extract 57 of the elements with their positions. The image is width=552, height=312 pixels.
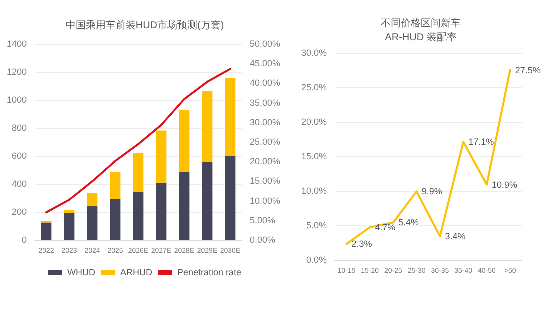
y-tick-label: 0 bbox=[22, 235, 27, 245]
bar bbox=[179, 110, 190, 172]
bar bbox=[202, 91, 213, 162]
y2-tick-label: 25.00% bbox=[250, 137, 281, 147]
y2-tick-label: 50.00% bbox=[250, 39, 281, 49]
legend-label: Penetration rate bbox=[177, 268, 242, 278]
y2-tick-label: 45.00% bbox=[250, 58, 281, 69]
bar bbox=[225, 156, 236, 240]
bar bbox=[202, 162, 213, 240]
y-tick-label: 0.0% bbox=[306, 255, 327, 265]
y-tick-label: 600 bbox=[12, 151, 27, 161]
data-label: 27.5% bbox=[515, 65, 541, 76]
y2-tick-label: 0.00% bbox=[250, 235, 276, 245]
bar bbox=[156, 182, 167, 240]
y-tick-label: 200 bbox=[12, 207, 27, 217]
bar bbox=[225, 78, 236, 156]
y-tick-label: 15.0% bbox=[301, 152, 327, 162]
y-tick-label: 20.0% bbox=[301, 117, 327, 127]
bar bbox=[179, 172, 190, 240]
y-tick-label: 1000 bbox=[6, 95, 27, 105]
y-tick-label: 400 bbox=[12, 179, 27, 189]
data-label: 10.9% bbox=[492, 180, 518, 190]
bar bbox=[110, 172, 121, 200]
y2-tick-label: 20.00% bbox=[250, 156, 281, 167]
data-label: 5.4% bbox=[398, 218, 419, 228]
data-label: 17.1% bbox=[468, 137, 494, 148]
y-tick-label: 30.0% bbox=[301, 48, 327, 58]
bar bbox=[133, 192, 144, 240]
y-tick-label: 1200 bbox=[6, 67, 27, 77]
y2-tick-label: 15.00% bbox=[250, 176, 281, 186]
chart-title: 中国乘用车前装HUD市场预测(万套) bbox=[66, 20, 224, 32]
y2-tick-label: 5.00% bbox=[250, 215, 276, 226]
data-label: 9.9% bbox=[422, 186, 442, 197]
bar bbox=[156, 130, 167, 183]
bar bbox=[64, 210, 75, 214]
legend-label: ARHUD bbox=[120, 268, 153, 278]
y-tick-label: 25.0% bbox=[301, 82, 327, 92]
data-label: 3.4% bbox=[445, 232, 466, 242]
bar bbox=[87, 206, 98, 240]
bar bbox=[41, 222, 52, 240]
chart-title: 不同价格区间新车 AR-HUD 装配率 bbox=[381, 18, 461, 44]
y2-tick-label: 40.00% bbox=[250, 78, 281, 88]
bar bbox=[133, 153, 144, 192]
y2-tick-label: 10.00% bbox=[250, 196, 281, 206]
legend-label: WHUD bbox=[67, 268, 96, 278]
y2-tick-label: 35.00% bbox=[250, 98, 281, 108]
bar bbox=[87, 194, 98, 207]
data-label: 4.7% bbox=[375, 222, 396, 233]
y-tick-label: 10.0% bbox=[301, 186, 327, 196]
data-label: 2.3% bbox=[352, 239, 372, 250]
line-series bbox=[46, 68, 232, 214]
bar bbox=[64, 213, 75, 240]
y-tick-label: 800 bbox=[12, 123, 27, 133]
y-tick-label: 5.0% bbox=[306, 220, 327, 230]
bar bbox=[110, 199, 121, 240]
y2-tick-label: 30.00% bbox=[250, 117, 281, 128]
y-tick-label: 1400 bbox=[6, 39, 27, 49]
